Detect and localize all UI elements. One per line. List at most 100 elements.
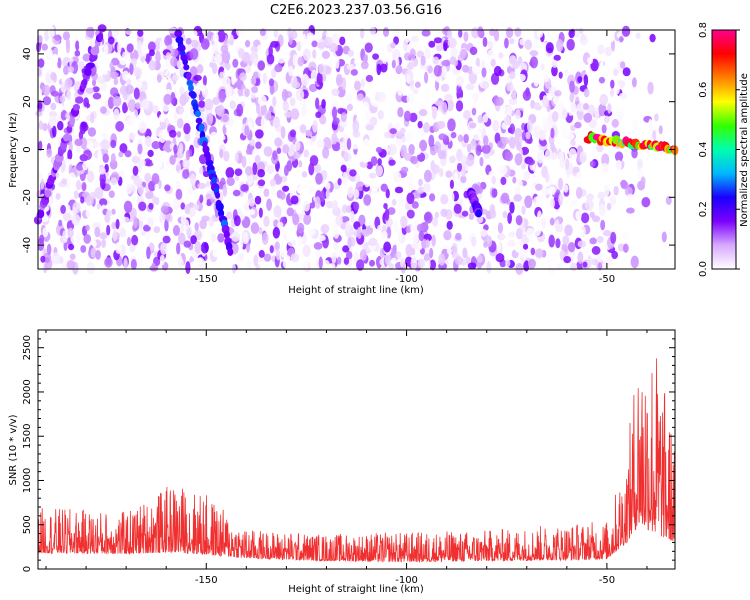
- heatmap-cell: [648, 118, 653, 132]
- heatmap-cell: [339, 140, 349, 152]
- heatmap-cell: [113, 77, 119, 86]
- heatmap-cell: [60, 204, 66, 214]
- heatmap-cell: [266, 53, 275, 65]
- heatmap-cell: [264, 110, 272, 121]
- heatmap-cell: [462, 110, 471, 120]
- heatmap-cell: [123, 200, 133, 213]
- heatmap-cell: [369, 259, 376, 267]
- heatmap-cell: [296, 40, 302, 52]
- heatmap-cell: [372, 53, 380, 60]
- heatmap-cell: [399, 210, 405, 218]
- heatmap-cell: [189, 48, 199, 60]
- y-tick-label: 2500: [22, 335, 33, 360]
- heatmap-cell: [93, 180, 100, 189]
- heatmap-cell: [365, 74, 374, 83]
- heatmap-cell: [375, 78, 383, 88]
- heatmap-cell: [349, 169, 357, 177]
- heatmap-cell: [148, 60, 157, 71]
- heatmap-cell: [417, 120, 423, 129]
- heatmap-cell: [547, 186, 556, 196]
- heatmap-cell: [462, 64, 469, 73]
- heatmap-cell: [119, 227, 127, 238]
- heatmap-cell: [371, 184, 378, 192]
- colorbar-gradient: [712, 30, 736, 269]
- heatmap-cell: [327, 263, 336, 271]
- heatmap-cell: [468, 71, 478, 85]
- heatmap-cell: [599, 60, 604, 71]
- heatmap-cell: [429, 193, 436, 202]
- heatmap-cell: [400, 215, 408, 228]
- heatmap-cell: [482, 37, 488, 48]
- heatmap-cell: [610, 231, 617, 244]
- heatmap-cell: [577, 240, 587, 248]
- heatmap-cell: [558, 151, 565, 162]
- heatmap-cell: [154, 182, 159, 192]
- heatmap-cell: [226, 176, 235, 187]
- heatmap-cell: [363, 194, 372, 206]
- heatmap-cell: [276, 147, 282, 155]
- heatmap-cell: [457, 120, 466, 130]
- heatmap-cell: [622, 232, 629, 242]
- heatmap-cell: [591, 246, 601, 255]
- heatmap-cell: [596, 44, 605, 55]
- heatmap-cell: [67, 149, 73, 161]
- heatmap-cell: [523, 170, 530, 181]
- heatmap-cell: [277, 57, 285, 64]
- heatmap-cell: [96, 76, 106, 85]
- heatmap-cell: [175, 165, 181, 172]
- x-tick-label: -150: [195, 274, 218, 285]
- heatmap-feature-cell: [183, 64, 190, 71]
- heatmap-cell: [379, 247, 385, 259]
- heatmap-cell: [500, 176, 507, 186]
- heatmap-cell: [406, 175, 414, 184]
- heatmap-cell: [55, 193, 61, 200]
- heatmap-cell: [457, 134, 464, 142]
- heatmap-cell: [179, 86, 185, 96]
- heatmap-cell: [319, 114, 327, 125]
- heatmap-cell: [498, 52, 504, 59]
- heatmap-cell: [244, 40, 251, 48]
- heatmap-cell: [354, 49, 360, 57]
- heatmap-cell: [138, 159, 146, 167]
- heatmap-cell: [437, 150, 446, 160]
- heatmap-cell: [412, 88, 419, 95]
- heatmap-cell: [471, 107, 477, 116]
- heatmap-cell: [280, 227, 285, 234]
- heatmap-cell: [355, 181, 365, 192]
- heatmap-cell: [299, 124, 307, 134]
- heatmap-cell: [166, 164, 174, 172]
- heatmap-cell: [584, 199, 594, 212]
- heatmap-cell: [221, 76, 231, 87]
- heatmap-cell: [377, 109, 384, 120]
- heatmap-cell: [193, 74, 202, 81]
- heatmap-cell: [110, 87, 119, 97]
- heatmap-cell: [69, 253, 76, 260]
- heatmap-cell: [558, 193, 564, 206]
- heatmap-cell: [406, 131, 413, 145]
- heatmap-cell: [270, 40, 279, 48]
- heatmap-cell: [479, 156, 484, 167]
- heatmap-cell: [40, 255, 46, 263]
- heatmap-cell: [530, 176, 537, 184]
- heatmap-cell: [615, 110, 624, 121]
- heatmap-cell: [536, 26, 544, 38]
- heatmap-cell: [567, 241, 576, 253]
- heatmap-cell: [263, 215, 270, 228]
- heatmap-cell: [68, 172, 76, 185]
- heatmap-cell: [534, 224, 542, 237]
- heatmap-cell: [82, 161, 89, 171]
- heatmap-cell: [164, 35, 173, 47]
- heatmap-cell: [333, 242, 339, 250]
- heatmap-cell: [133, 177, 143, 187]
- heatmap-cell: [596, 235, 604, 244]
- heatmap-cell: [133, 87, 140, 100]
- heatmap-cell: [409, 48, 416, 60]
- colorbar-tick-label: 0.8: [698, 22, 709, 38]
- heatmap-cell: [66, 89, 72, 102]
- heatmap-cell: [516, 73, 526, 82]
- heatmap-cell: [257, 60, 266, 71]
- heatmap-cell: [81, 121, 88, 128]
- heatmap-cell: [620, 181, 629, 190]
- heatmap-cell: [81, 182, 87, 192]
- heatmap-cell: [440, 83, 450, 92]
